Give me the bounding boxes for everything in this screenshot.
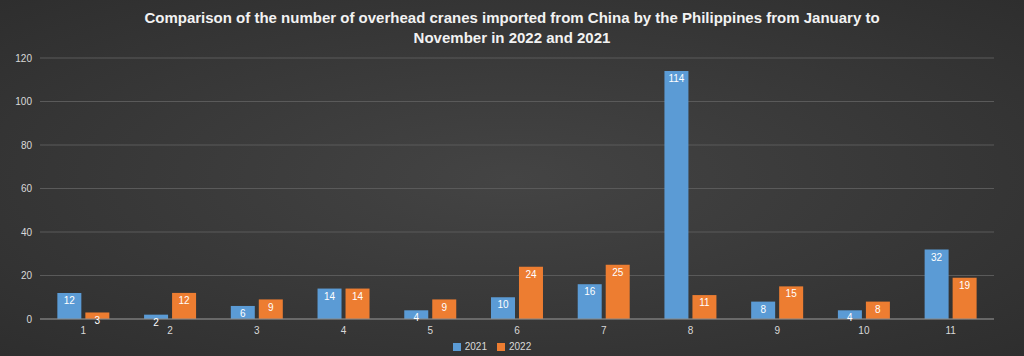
svg-text:11: 11 xyxy=(699,297,710,308)
svg-text:12: 12 xyxy=(179,295,191,306)
svg-text:2: 2 xyxy=(153,317,159,328)
svg-text:8: 8 xyxy=(760,304,766,315)
svg-text:0: 0 xyxy=(26,314,32,325)
svg-text:9: 9 xyxy=(441,302,447,313)
html-text:2022: 2022 xyxy=(509,341,532,352)
svg-text:5: 5 xyxy=(427,325,433,336)
svg-text:60: 60 xyxy=(21,183,33,194)
svg-text:80: 80 xyxy=(21,140,33,151)
svg-text:14: 14 xyxy=(352,291,364,302)
svg-text:4: 4 xyxy=(413,312,419,323)
svg-text:9: 9 xyxy=(268,302,274,313)
svg-text:32: 32 xyxy=(931,252,943,263)
html-text:2021: 2021 xyxy=(464,341,487,352)
svg-text:6: 6 xyxy=(240,308,246,319)
svg-text:6: 6 xyxy=(514,325,520,336)
svg-text:20: 20 xyxy=(21,270,33,281)
svg-text:120: 120 xyxy=(15,53,32,64)
svg-text:7: 7 xyxy=(601,325,607,336)
svg-text:25: 25 xyxy=(612,267,624,278)
svg-text:3: 3 xyxy=(254,325,260,336)
html-text:Comparison of the number of ov: Comparison of the number of overhead cra… xyxy=(144,9,880,46)
svg-text:12: 12 xyxy=(64,295,76,306)
svg-text:4: 4 xyxy=(341,325,347,336)
svg-text:2: 2 xyxy=(167,325,173,336)
svg-text:10: 10 xyxy=(858,325,870,336)
svg-text:8: 8 xyxy=(875,304,881,315)
svg-text:19: 19 xyxy=(959,280,971,291)
svg-text:1: 1 xyxy=(81,325,87,336)
svg-text:14: 14 xyxy=(324,291,336,302)
svg-text:8: 8 xyxy=(688,325,694,336)
svg-text:10: 10 xyxy=(497,299,509,310)
svg-text:16: 16 xyxy=(584,286,596,297)
svg-text:15: 15 xyxy=(786,288,798,299)
svg-text:24: 24 xyxy=(525,269,537,280)
svg-text:11: 11 xyxy=(945,325,956,336)
svg-text:9: 9 xyxy=(774,325,780,336)
svg-text:3: 3 xyxy=(95,315,101,326)
svg-text:4: 4 xyxy=(847,312,853,323)
svg-text:40: 40 xyxy=(21,227,33,238)
svg-text:114: 114 xyxy=(668,73,684,84)
svg-text:100: 100 xyxy=(15,96,32,107)
